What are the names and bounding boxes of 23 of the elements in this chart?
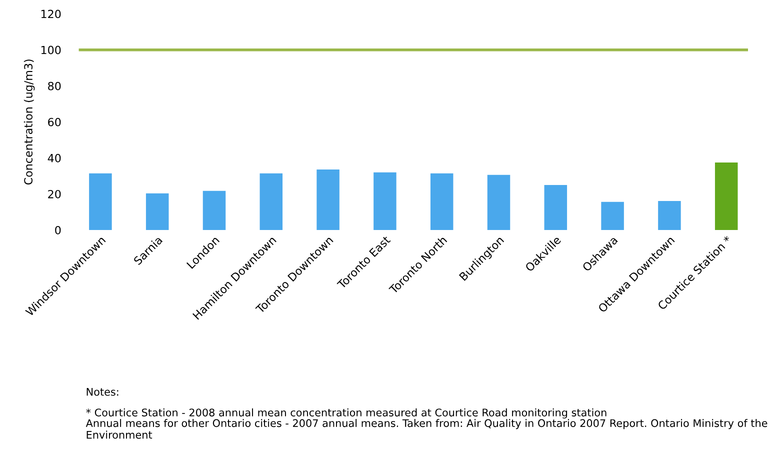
bar	[487, 174, 510, 230]
bar	[430, 173, 454, 230]
y-tick-label: 60	[48, 118, 61, 126]
bar	[146, 193, 169, 230]
text: * Courtice Station - 2008 annual mean concentration measured at Courtice Road monitoring station	[86, 408, 606, 418]
y-tick-label: 40	[48, 154, 61, 162]
text: Notes:	[86, 388, 118, 396]
bar	[601, 202, 624, 230]
bar	[714, 162, 738, 230]
y-axis-title: Concentration (ug/m3)	[24, 60, 35, 185]
bar	[374, 172, 396, 230]
y-tick-label: 20	[48, 190, 61, 198]
bar	[202, 190, 226, 230]
y-tick-label: 120	[41, 10, 61, 18]
y-tick-label: 100	[41, 46, 61, 54]
y-tick-label: 0	[55, 226, 61, 234]
bar	[89, 173, 112, 230]
bar	[316, 169, 340, 230]
bar	[260, 173, 283, 230]
bar	[658, 200, 681, 230]
y-tick-label: 80	[48, 82, 61, 90]
bar	[544, 184, 568, 230]
text: Annual means for other Ontario cities - 2007 annual means. Taken from: Air Quality in Ontario 2007 Report. Ontario Ministry of the Environment	[86, 419, 768, 439]
